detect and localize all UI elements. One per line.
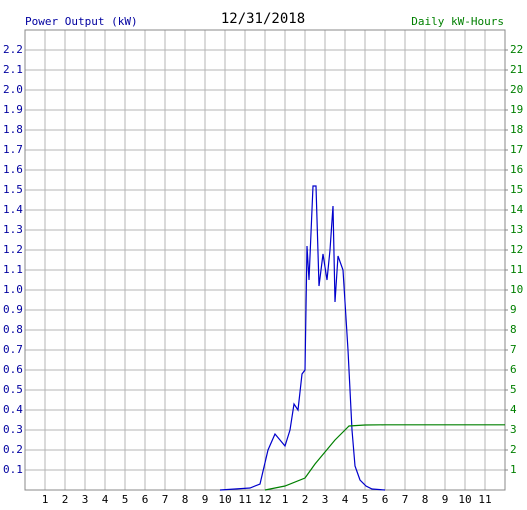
y-tick-label: 1.7 bbox=[3, 143, 23, 156]
x-tick-label: 1 bbox=[282, 493, 289, 506]
y2-tick-label: 20 bbox=[510, 83, 523, 96]
y-tick-label: 1.9 bbox=[3, 103, 23, 116]
y-tick-label: 1.6 bbox=[3, 163, 23, 176]
x-tick-label: 8 bbox=[182, 493, 189, 506]
x-tick-label: 3 bbox=[322, 493, 329, 506]
x-tick-label: 11 bbox=[478, 493, 491, 506]
x-tick-label: 10 bbox=[218, 493, 231, 506]
x-tick-label: 4 bbox=[342, 493, 349, 506]
chart-title: 12/31/2018 bbox=[221, 11, 305, 27]
y-tick-label: 1.0 bbox=[3, 283, 23, 296]
x-tick-label: 8 bbox=[422, 493, 429, 506]
y2-tick-label: 11 bbox=[510, 263, 523, 276]
x-tick-label: 9 bbox=[202, 493, 209, 506]
x-tick-label: 7 bbox=[162, 493, 169, 506]
x-tick-label: 5 bbox=[362, 493, 369, 506]
x-tick-label: 6 bbox=[382, 493, 389, 506]
y-tick-label: 1.1 bbox=[3, 263, 23, 276]
y2-tick-label: 5 bbox=[510, 383, 517, 396]
y-tick-label: 0.3 bbox=[3, 423, 23, 436]
y2-tick-label: 2 bbox=[510, 443, 517, 456]
y2-tick-label: 15 bbox=[510, 183, 523, 196]
y2-tick-label: 8 bbox=[510, 323, 517, 336]
y2-tick-label: 1 bbox=[510, 463, 517, 476]
y-tick-label: 2.2 bbox=[3, 43, 23, 56]
y2-tick-label: 18 bbox=[510, 123, 523, 136]
y-tick-label: 0.8 bbox=[3, 323, 23, 336]
y2-tick-label: 19 bbox=[510, 103, 523, 116]
x-tick-label: 2 bbox=[302, 493, 309, 506]
y-tick-label: 1.8 bbox=[3, 123, 23, 136]
y-tick-label: 0.4 bbox=[3, 403, 23, 416]
y2-tick-label: 17 bbox=[510, 143, 523, 156]
y2-tick-label: 12 bbox=[510, 243, 523, 256]
y2-tick-label: 14 bbox=[510, 203, 524, 216]
y2-tick-label: 4 bbox=[510, 403, 517, 416]
y-tick-label: 0.9 bbox=[3, 303, 23, 316]
x-tick-label: 6 bbox=[142, 493, 149, 506]
x-tick-label: 12 bbox=[258, 493, 271, 506]
y2-tick-label: 3 bbox=[510, 423, 517, 436]
y-tick-label: 2.1 bbox=[3, 63, 23, 76]
series-line bbox=[264, 424, 505, 491]
x-tick-label: 5 bbox=[122, 493, 129, 506]
y-axis-label: Power Output (kW) bbox=[25, 15, 138, 28]
x-tick-label: 1 bbox=[42, 493, 49, 506]
y-tick-label: 1.3 bbox=[3, 223, 23, 236]
y-tick-label: 0.5 bbox=[3, 383, 23, 396]
y2-tick-label: 6 bbox=[510, 363, 517, 376]
y-tick-label: 0.7 bbox=[3, 343, 23, 356]
y2-tick-label: 16 bbox=[510, 163, 523, 176]
y2-axis-label: Daily kW-Hours bbox=[411, 15, 504, 28]
y2-tick-label: 22 bbox=[510, 43, 523, 56]
x-tick-label: 7 bbox=[402, 493, 409, 506]
x-tick-label: 9 bbox=[442, 493, 449, 506]
y2-tick-label: 10 bbox=[510, 283, 523, 296]
x-tick-label: 4 bbox=[102, 493, 109, 506]
x-tick-label: 10 bbox=[458, 493, 471, 506]
y-tick-label: 1.5 bbox=[3, 183, 23, 196]
y2-tick-label: 7 bbox=[510, 343, 517, 356]
x-tick-label: 2 bbox=[62, 493, 69, 506]
y2-tick-label: 13 bbox=[510, 223, 523, 236]
x-tick-label: 3 bbox=[82, 493, 89, 506]
y-tick-label: 0.1 bbox=[3, 463, 23, 476]
y-tick-label: 2.0 bbox=[3, 83, 23, 96]
x-tick-label: 11 bbox=[238, 493, 251, 506]
y-tick-label: 0.6 bbox=[3, 363, 23, 376]
y-tick-label: 1.2 bbox=[3, 243, 23, 256]
y-tick-label: 1.4 bbox=[3, 203, 23, 216]
y2-tick-label: 21 bbox=[510, 63, 523, 76]
y2-tick-label: 9 bbox=[510, 303, 517, 316]
y-tick-label: 0.2 bbox=[3, 443, 23, 456]
series-line bbox=[219, 185, 386, 491]
